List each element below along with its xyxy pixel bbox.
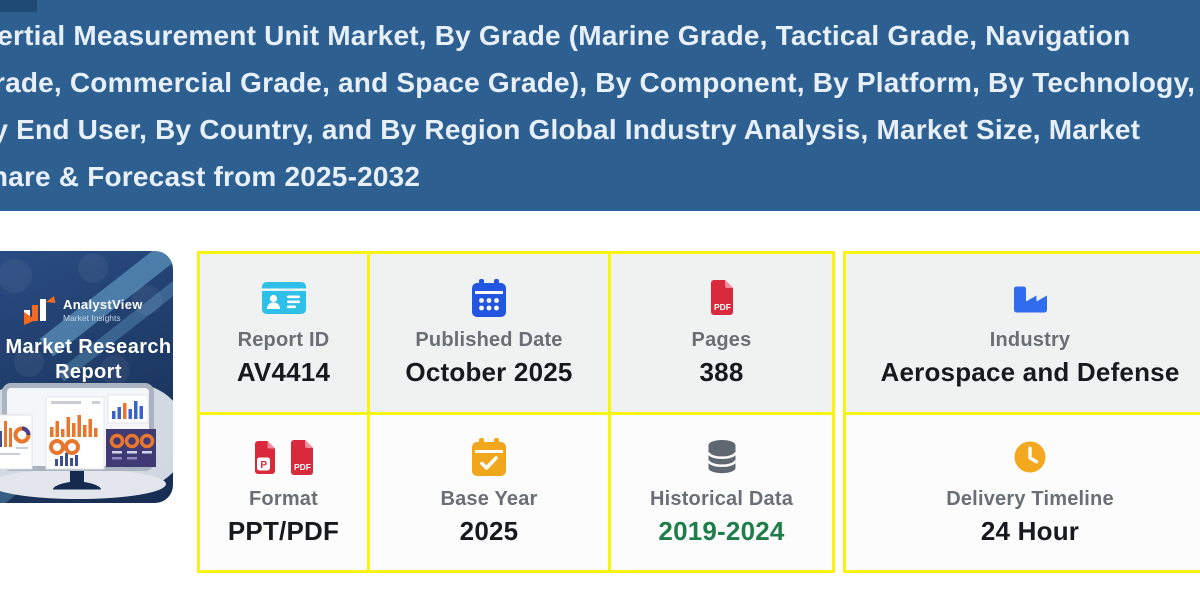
clock-icon [1014, 441, 1046, 473]
info-value: AV4414 [236, 356, 331, 387]
info-label: Format [249, 488, 318, 510]
title-line-3: By End User, By Country, and By Region G… [0, 114, 1141, 145]
title-line-4: Share & Forecast from 2025-2032 [0, 161, 421, 192]
cover-title: Market Research Report [0, 335, 173, 385]
id-card-icon [261, 281, 306, 314]
info-cell-industry: Industry Aerospace and Defense [846, 254, 1200, 412]
watermark-circle [14, 347, 44, 377]
info-value: 2025 [459, 516, 519, 546]
factory-icon [1014, 286, 1047, 313]
watermark-circle [0, 259, 32, 293]
info-label: Published Date [415, 328, 563, 351]
title-line-1: Inertial Measurement Unit Market, By Gra… [0, 20, 1131, 51]
info-cell-pages: PDF Pages 388 [611, 254, 832, 412]
brand-logo: AnalystView Market Insights [24, 295, 173, 325]
calendar-check-icon [472, 438, 506, 476]
info-value: 24 Hour [980, 516, 1080, 546]
info-cell-delivery-timeline: Delivery Timeline 24 Hour [846, 415, 1200, 570]
watermark-circle [132, 285, 162, 315]
info-label: Base Year [440, 488, 538, 510]
svg-text:P: P [260, 459, 267, 470]
header-banner: Inertial Measurement Unit Market, By Gra… [0, 0, 1200, 211]
info-value: 2019-2024 [658, 516, 785, 546]
title-line-2: Grade, Commercial Grade, and Space Grade… [0, 67, 1196, 98]
info-cell-report-id: Report ID AV4414 [200, 254, 367, 412]
info-value: October 2025 [405, 356, 573, 387]
watermark-circle [78, 253, 108, 283]
info-cell-published-date: Published Date October 2025 [370, 254, 608, 412]
database-icon [706, 440, 737, 474]
cover-title-line-2: Report [55, 361, 122, 383]
cover-title-line-1: Market Research [5, 336, 172, 358]
info-value: PPT/PDF [227, 516, 340, 546]
info-label: Industry [989, 328, 1071, 351]
svg-text:PDF: PDF [294, 462, 311, 472]
calendar-icon [472, 278, 506, 317]
info-label: Report ID [237, 328, 330, 351]
svg-text:PDF: PDF [714, 302, 731, 312]
pdf-file-icon: PDF [290, 439, 313, 475]
watermark-circle [100, 355, 130, 385]
info-label: Historical Data [649, 488, 794, 510]
report-info-grid-left: Report ID AV4414 Published Date [197, 251, 835, 573]
page-title: Inertial Measurement Unit Market, By Gra… [0, 12, 1195, 200]
pdf-file-icon: PDF [710, 280, 733, 315]
report-info-grid-right: Industry Aerospace and Defense Delivery … [843, 251, 1200, 573]
brand-bars-icon [24, 296, 56, 325]
brand-name: AnalystView [63, 297, 143, 312]
monitor-illustration [0, 383, 166, 499]
header-corner-decoration [0, 0, 37, 12]
brand-subtitle: Market Insights [63, 313, 121, 323]
info-value: Aerospace and Defense [880, 356, 1180, 387]
info-cell-format: P PDF Format PPT/PDF [200, 415, 367, 570]
info-label: Pages [691, 328, 752, 351]
info-label: Delivery Timeline [946, 488, 1114, 510]
ppt-file-icon: P [254, 440, 275, 474]
info-value: 388 [699, 356, 744, 387]
info-cell-base-year: Base Year 2025 [370, 415, 608, 570]
info-cell-historical-data: Historical Data 2019-2024 [611, 415, 832, 570]
report-cover-image: AnalystView Market Insights Market Resea… [0, 251, 173, 503]
